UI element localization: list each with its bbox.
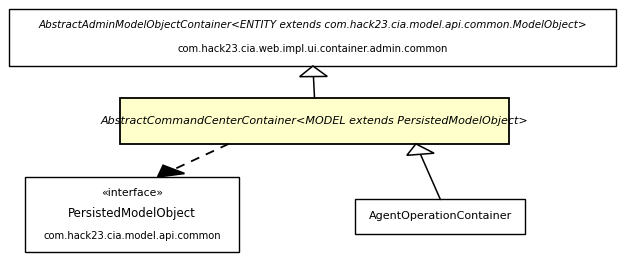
FancyBboxPatch shape <box>25 177 239 252</box>
Text: PersistedModelObject: PersistedModelObject <box>68 207 196 220</box>
Polygon shape <box>158 166 184 177</box>
Text: com.hack23.cia.web.impl.ui.container.admin.common: com.hack23.cia.web.impl.ui.container.adm… <box>178 44 448 54</box>
Text: AgentOperationContainer: AgentOperationContainer <box>369 211 512 221</box>
Text: «interface»: «interface» <box>101 188 163 198</box>
FancyBboxPatch shape <box>9 9 616 66</box>
Text: AbstractCommandCenterContainer<MODEL extends PersistedModelObject>: AbstractCommandCenterContainer<MODEL ext… <box>101 116 528 126</box>
FancyBboxPatch shape <box>355 199 525 234</box>
Text: com.hack23.cia.model.api.common: com.hack23.cia.model.api.common <box>43 231 221 241</box>
Polygon shape <box>407 144 434 155</box>
FancyBboxPatch shape <box>120 98 509 144</box>
Polygon shape <box>299 66 327 77</box>
Text: AbstractAdminModelObjectContainer<ENTITY extends com.hack23.cia.model.api.common: AbstractAdminModelObjectContainer<ENTITY… <box>38 20 587 30</box>
